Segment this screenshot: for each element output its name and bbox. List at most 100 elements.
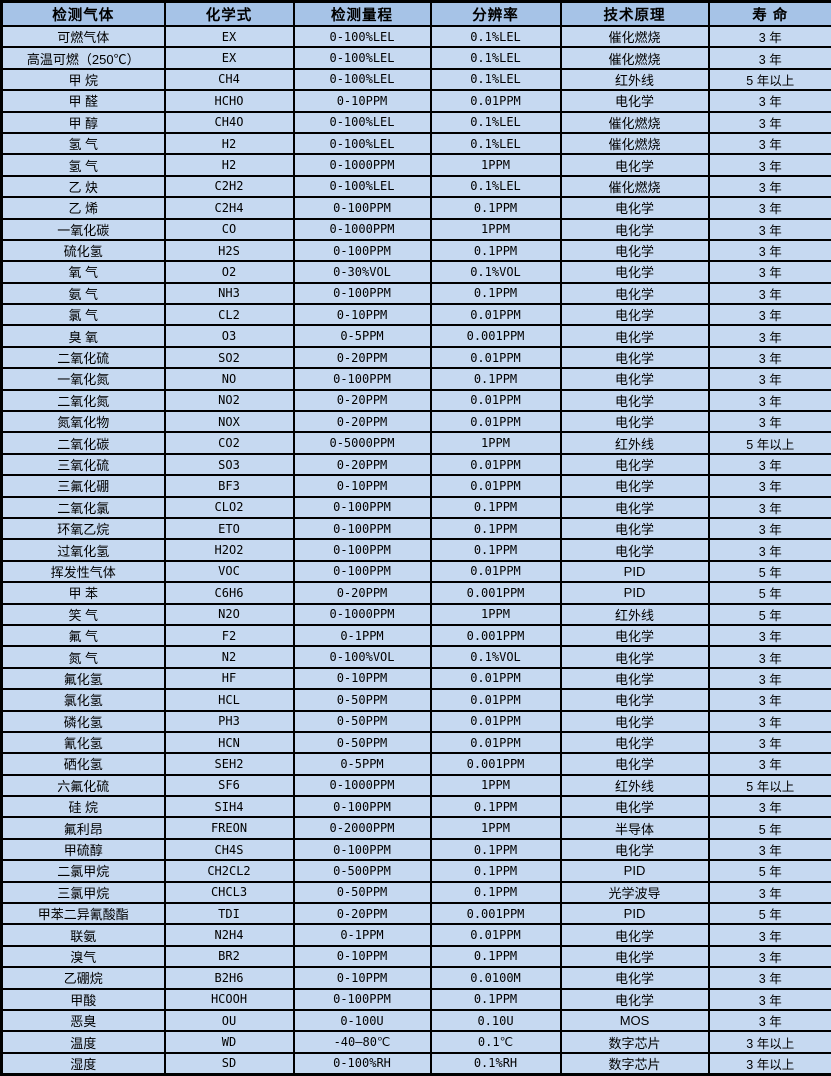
cell-formula: HF — [165, 668, 294, 689]
cell-range: 0-100PPM — [294, 796, 431, 817]
cell-lifetime: 3 年 — [709, 989, 831, 1010]
cell-range: 0-1000PPM — [294, 154, 431, 175]
cell-resolution: 0.01PPM — [431, 475, 561, 496]
cell-lifetime: 3 年以上 — [709, 1031, 831, 1052]
cell-lifetime: 5 年 — [709, 561, 831, 582]
cell-formula: N2O — [165, 604, 294, 625]
cell-range: 0-100PPM — [294, 989, 431, 1010]
cell-lifetime: 3 年 — [709, 497, 831, 518]
cell-resolution: 0.1PPM — [431, 839, 561, 860]
cell-lifetime: 3 年 — [709, 796, 831, 817]
cell-range: 0-100%RH — [294, 1053, 431, 1075]
cell-lifetime: 5 年 — [709, 582, 831, 603]
cell-gas: 过氧化氢 — [2, 539, 165, 560]
cell-resolution: 0.1PPM — [431, 518, 561, 539]
cell-range: 0-100PPM — [294, 368, 431, 389]
cell-range: 0-100PPM — [294, 240, 431, 261]
cell-range: 0-1PPM — [294, 625, 431, 646]
cell-resolution: 0.001PPM — [431, 325, 561, 346]
cell-range: 0-10PPM — [294, 90, 431, 111]
cell-principle: 电化学 — [561, 753, 709, 774]
cell-resolution: 0.1PPM — [431, 989, 561, 1010]
cell-range: 0-20PPM — [294, 390, 431, 411]
cell-gas: 氟利昂 — [2, 817, 165, 838]
cell-lifetime: 3 年 — [709, 475, 831, 496]
cell-resolution: 0.1%LEL — [431, 176, 561, 197]
cell-resolution: 0.1%LEL — [431, 133, 561, 154]
cell-resolution: 1PPM — [431, 432, 561, 453]
cell-range: 0-50PPM — [294, 882, 431, 903]
cell-range: 0-5PPM — [294, 325, 431, 346]
cell-formula: CHCL3 — [165, 882, 294, 903]
cell-resolution: 0.01PPM — [431, 347, 561, 368]
cell-formula: CL2 — [165, 304, 294, 325]
cell-gas: 联氨 — [2, 924, 165, 945]
cell-principle: 催化燃烧 — [561, 176, 709, 197]
cell-principle: 电化学 — [561, 475, 709, 496]
cell-principle: 电化学 — [561, 283, 709, 304]
cell-gas: 磷化氢 — [2, 711, 165, 732]
cell-gas: 甲 醇 — [2, 112, 165, 133]
cell-gas: 臭 氧 — [2, 325, 165, 346]
cell-gas: 氯 气 — [2, 304, 165, 325]
cell-gas: 氰化氢 — [2, 732, 165, 753]
cell-range: 0-10PPM — [294, 967, 431, 988]
column-header-resolution: 分辨率 — [431, 2, 561, 27]
cell-principle: 电化学 — [561, 90, 709, 111]
cell-lifetime: 3 年 — [709, 347, 831, 368]
cell-lifetime: 5 年以上 — [709, 432, 831, 453]
cell-gas: 高温可燃（250℃） — [2, 47, 165, 68]
cell-formula: NH3 — [165, 283, 294, 304]
cell-lifetime: 3 年 — [709, 390, 831, 411]
cell-formula: PH3 — [165, 711, 294, 732]
cell-gas: 温度 — [2, 1031, 165, 1052]
cell-gas: 可燃气体 — [2, 26, 165, 47]
cell-gas: 氯化氢 — [2, 689, 165, 710]
cell-formula: SO3 — [165, 454, 294, 475]
cell-resolution: 0.01PPM — [431, 304, 561, 325]
cell-principle: 电化学 — [561, 946, 709, 967]
cell-resolution: 0.1PPM — [431, 946, 561, 967]
cell-resolution: 0.1PPM — [431, 860, 561, 881]
cell-formula: CO — [165, 219, 294, 240]
cell-resolution: 0.001PPM — [431, 903, 561, 924]
cell-principle: 电化学 — [561, 390, 709, 411]
cell-gas: 一氧化碳 — [2, 219, 165, 240]
cell-resolution: 0.0100M — [431, 967, 561, 988]
cell-formula: SO2 — [165, 347, 294, 368]
cell-formula: NO — [165, 368, 294, 389]
cell-gas: 乙硼烷 — [2, 967, 165, 988]
cell-gas: 氟 气 — [2, 625, 165, 646]
cell-gas: 六氟化硫 — [2, 775, 165, 796]
cell-gas: 甲硫醇 — [2, 839, 165, 860]
cell-gas: 氟化氢 — [2, 668, 165, 689]
cell-gas: 挥发性气体 — [2, 561, 165, 582]
cell-lifetime: 3 年 — [709, 176, 831, 197]
cell-formula: O2 — [165, 261, 294, 282]
cell-range: 0-50PPM — [294, 732, 431, 753]
cell-principle: 红外线 — [561, 604, 709, 625]
cell-lifetime: 5 年 — [709, 604, 831, 625]
cell-resolution: 0.1PPM — [431, 368, 561, 389]
cell-principle: 催化燃烧 — [561, 112, 709, 133]
cell-range: 0-20PPM — [294, 582, 431, 603]
cell-formula: CH4S — [165, 839, 294, 860]
